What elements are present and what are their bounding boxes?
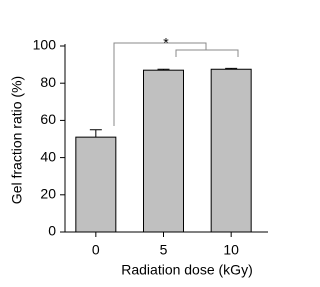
error-bar [225,67,238,70]
y-tick-label: 80 [40,74,56,90]
y-tick-label: 20 [40,186,56,202]
significance-mark: * [163,35,169,51]
y-tick-label: 40 [40,148,56,164]
x-tick-label: 10 [223,242,239,258]
error-bar [157,68,170,71]
x-tick-label: 5 [160,242,168,258]
bar [143,69,184,233]
x-tick-label: 0 [92,242,100,258]
significance-bracket [113,42,239,126]
bar [75,136,117,233]
y-tick-label: 0 [48,223,56,239]
x-axis-label: Radiation dose (kGy) [121,262,253,278]
y-tick-label: 100 [33,37,57,53]
y-tick-label: 60 [40,111,56,127]
error-bar [89,129,102,138]
chart: Radiation dose (kGy) Gel fraction ratio … [9,35,268,278]
bar [210,68,252,233]
y-axis-label: Gel fraction ratio (%) [9,76,25,204]
